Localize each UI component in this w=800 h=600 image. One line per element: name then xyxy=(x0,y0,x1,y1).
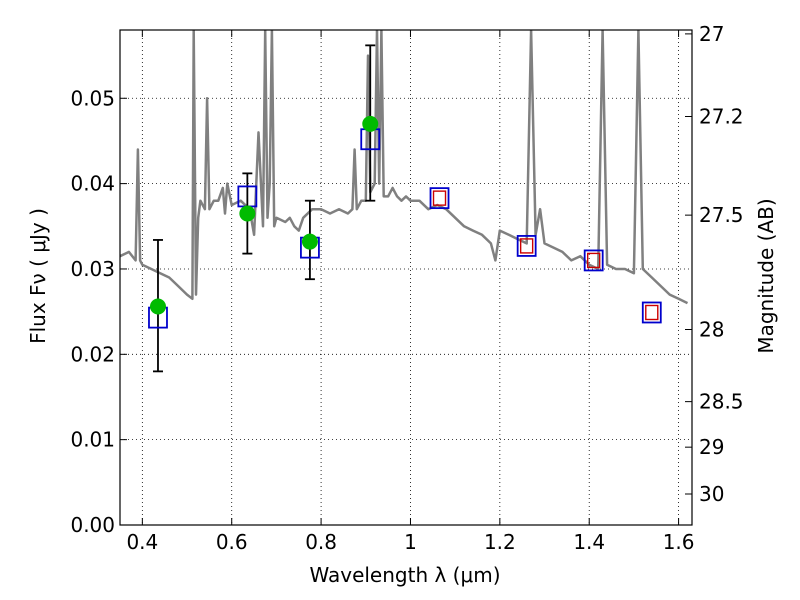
y2-tick-label: 28.5 xyxy=(699,390,744,414)
plot-clipped xyxy=(120,30,689,305)
axes: 0.4 0.6 0.8 1 1.2 1.4 1.6 0.00 0.01 0.02 0.03 0.04 0… xyxy=(70,22,743,554)
x-tick-label: 1.2 xyxy=(484,530,516,554)
plot-frame xyxy=(119,29,693,526)
x-tick-label: 0.6 xyxy=(216,530,248,554)
y-axis-title: Flux Fν ( μJy ) xyxy=(26,208,50,344)
x-tick-label: 0.4 xyxy=(126,530,158,554)
model-flux-square xyxy=(583,249,604,272)
y2-tick-label: 27.5 xyxy=(699,203,744,227)
x-axis-title: Wavelength λ (μm) xyxy=(309,563,500,587)
predicted-flux-square xyxy=(519,238,534,254)
y-tick-label: 0.02 xyxy=(70,342,115,366)
x-tick-label: 1 xyxy=(404,530,417,554)
y2-axis-title: Magnitude (AB) xyxy=(754,198,778,353)
plot-area xyxy=(120,30,689,373)
y-tick-label: 0.00 xyxy=(70,513,115,537)
y2-tick-label: 27.2 xyxy=(699,105,744,129)
y-tick-label: 0.03 xyxy=(70,257,115,281)
y2-tick-label: 27 xyxy=(699,22,724,46)
x-tick-label: 1.4 xyxy=(573,530,605,554)
predicted-flux-square xyxy=(645,304,659,321)
x-tick-label: 1.6 xyxy=(663,530,695,554)
y2-tick-label: 28 xyxy=(699,317,724,341)
y-tick-label: 0.04 xyxy=(70,172,115,196)
observed-flux-point xyxy=(362,115,379,132)
y-tick-label: 0.01 xyxy=(70,428,115,452)
y-tick-label: 0.05 xyxy=(70,86,115,110)
observed-flux-point xyxy=(149,298,166,315)
model-flux-square xyxy=(516,235,537,257)
model-flux-square xyxy=(641,301,662,324)
observed-flux-point xyxy=(301,233,318,250)
y2-tick-label: 30 xyxy=(699,482,724,506)
model-flux-square xyxy=(429,187,450,210)
predicted-flux-square xyxy=(432,190,447,206)
y2-tick-label: 29 xyxy=(699,435,724,459)
model-spectrum-line xyxy=(120,30,689,305)
x-tick-label: 0.8 xyxy=(305,530,337,554)
predicted-flux-square xyxy=(586,252,601,269)
observed-flux-point xyxy=(239,205,256,222)
